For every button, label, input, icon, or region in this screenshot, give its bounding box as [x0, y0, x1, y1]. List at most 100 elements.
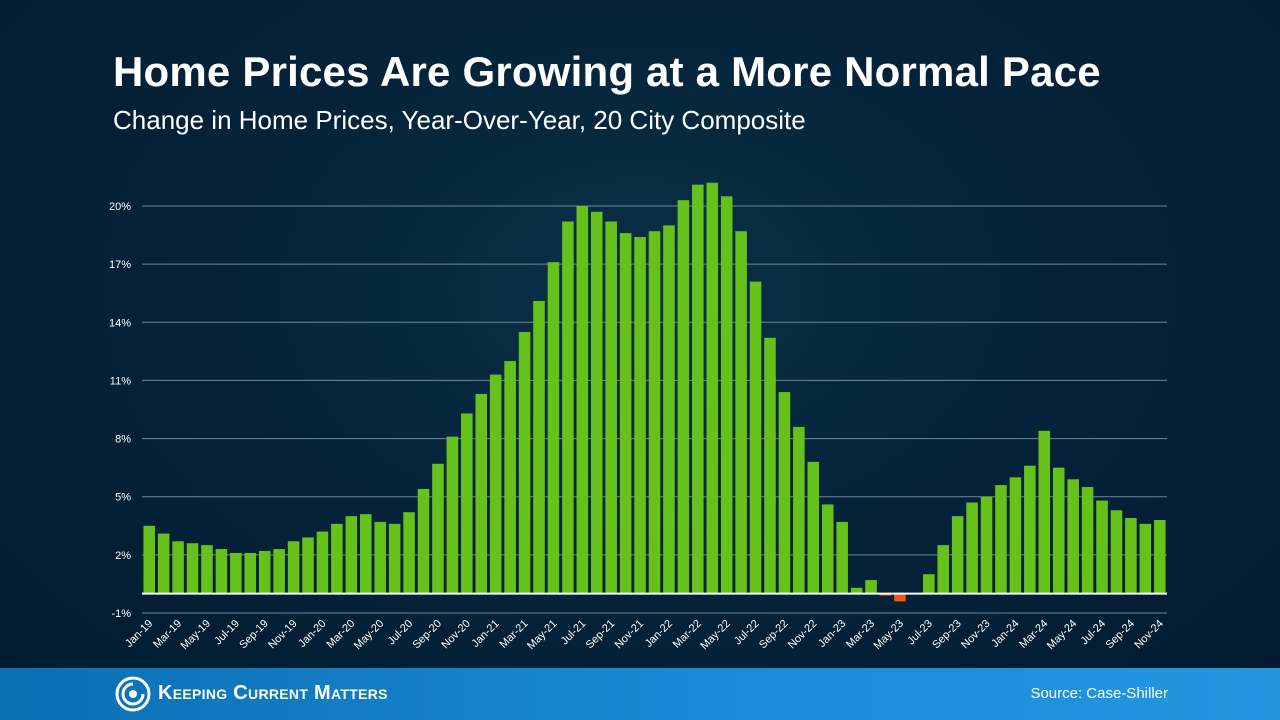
source-note: Source: Case-Shiller [1030, 685, 1168, 702]
x-tick-label: Mar-24 [1017, 618, 1050, 651]
bar-mar-19 [172, 541, 184, 594]
x-tick-label: Mar-22 [671, 618, 704, 651]
y-tick-label: 2% [115, 550, 131, 562]
y-tick-label: -1% [111, 608, 131, 620]
x-tick-label: May-22 [698, 618, 732, 652]
bars-layer [143, 182, 1166, 602]
x-tick-label: May-20 [352, 618, 386, 652]
bar-feb-23 [850, 587, 863, 594]
bar-may-19 [201, 545, 213, 594]
bar-oct-24 [1139, 523, 1152, 594]
bar-aug-22 [764, 337, 776, 594]
bar-mar-22 [692, 184, 704, 594]
bar-feb-19 [157, 533, 170, 594]
x-tick-label: Mar-20 [324, 618, 357, 651]
bar-mar-23 [865, 580, 877, 594]
bar-dec-20 [475, 394, 488, 594]
x-tick-label: Jan-23 [816, 618, 848, 650]
bar-feb-22 [677, 200, 690, 594]
x-tick-label: Jan-19 [123, 618, 155, 650]
bar-chart: -1% 2% 5% 8% 11% 14% 17% 20% Jan-19Mar-19May-19… [109, 182, 1167, 652]
y-tick-label: 14% [109, 317, 131, 329]
bar-mar-20 [345, 516, 358, 594]
x-tick-label: May-21 [525, 618, 559, 652]
bar-may-22 [720, 196, 733, 594]
x-tick-label: May-24 [1045, 618, 1079, 652]
x-tick-label: Nov-22 [786, 618, 820, 652]
bar-may-20 [374, 521, 386, 594]
x-tick-label: Nov-21 [613, 618, 647, 652]
bar-nov-23 [980, 496, 993, 594]
x-tick-label: Mar-21 [498, 618, 531, 651]
bar-feb-20 [331, 523, 343, 594]
bar-oct-21 [619, 233, 632, 594]
bar-dec-22 [821, 504, 834, 594]
bar-jun-19 [215, 549, 228, 594]
footer-bar: Keeping Current Matters Source: Case-Shi… [0, 668, 1280, 720]
y-tick-label: 20% [109, 201, 131, 213]
bar-jul-20 [403, 512, 415, 594]
bar-jan-21 [489, 374, 502, 594]
bar-aug-24 [1110, 510, 1123, 594]
x-tick-label: Jan-22 [643, 618, 675, 650]
bar-dec-19 [302, 537, 314, 594]
bar-aug-21 [590, 211, 603, 594]
y-tick-label: 8% [115, 434, 131, 446]
bar-nov-21 [634, 237, 646, 594]
bar-sep-19 [258, 550, 271, 594]
bar-oct-20 [446, 436, 459, 594]
x-tick-label: Sep-21 [584, 618, 618, 652]
y-tick-label: 5% [115, 492, 131, 504]
y-tick-label: 11% [110, 375, 131, 387]
x-tick-label: May-19 [179, 618, 213, 652]
grid-layer: -1% 2% 5% 8% 11% 14% 17% 20% [109, 201, 1167, 620]
bar-nov-24 [1154, 519, 1166, 594]
bar-nov-22 [807, 461, 820, 594]
bar-jan-19 [143, 525, 155, 594]
bar-jan-24 [1009, 477, 1022, 594]
x-tick-label: Nov-20 [439, 618, 473, 652]
bar-aug-23 [937, 545, 950, 594]
x-tick-label: Mar-23 [844, 618, 877, 651]
x-tick-label: Sep-19 [237, 618, 271, 652]
x-tick-label: Nov-24 [1132, 618, 1166, 652]
x-tick-label: Jan-21 [470, 618, 502, 650]
bar-oct-22 [793, 426, 805, 594]
bar-jun-24 [1081, 487, 1094, 594]
brand-name: Keeping Current Matters [158, 682, 388, 704]
bar-dec-21 [648, 231, 661, 594]
x-tick-label: Jan-24 [989, 618, 1021, 650]
x-tick-label: Sep-23 [930, 618, 964, 652]
x-tick-label: Sep-20 [410, 618, 444, 652]
bar-jun-20 [388, 523, 401, 594]
bar-oct-23 [966, 502, 978, 594]
bar-apr-19 [186, 543, 199, 594]
page-title: Home Prices Are Growing at a More Normal… [113, 48, 1101, 95]
bar-aug-20 [417, 488, 430, 594]
bar-apr-22 [706, 182, 719, 594]
bar-jul-24 [1096, 500, 1108, 594]
bar-jan-22 [663, 225, 675, 594]
bar-jul-19 [230, 552, 242, 594]
x-tick-label: May-23 [872, 618, 906, 652]
x-tick-label: Nov-19 [266, 618, 300, 652]
bar-apr-24 [1052, 467, 1065, 594]
bar-apr-20 [359, 514, 372, 594]
bar-feb-21 [504, 361, 516, 594]
x-tick-label: Mar-19 [151, 618, 184, 651]
bar-may-23 [894, 593, 906, 602]
bar-mar-24 [1038, 430, 1051, 594]
bar-sep-20 [432, 463, 444, 594]
x-tick-label: Jan-20 [296, 618, 328, 650]
x-tick-label: Sep-22 [757, 618, 791, 652]
bar-sep-22 [778, 392, 791, 594]
bar-may-21 [547, 262, 560, 594]
bar-mar-21 [518, 331, 531, 594]
bar-feb-24 [1024, 465, 1036, 594]
bar-sep-24 [1125, 518, 1137, 594]
x-tick-label: Sep-24 [1103, 618, 1137, 652]
bar-sep-21 [605, 221, 617, 594]
bar-jun-22 [735, 231, 747, 594]
bar-may-24 [1067, 479, 1079, 594]
